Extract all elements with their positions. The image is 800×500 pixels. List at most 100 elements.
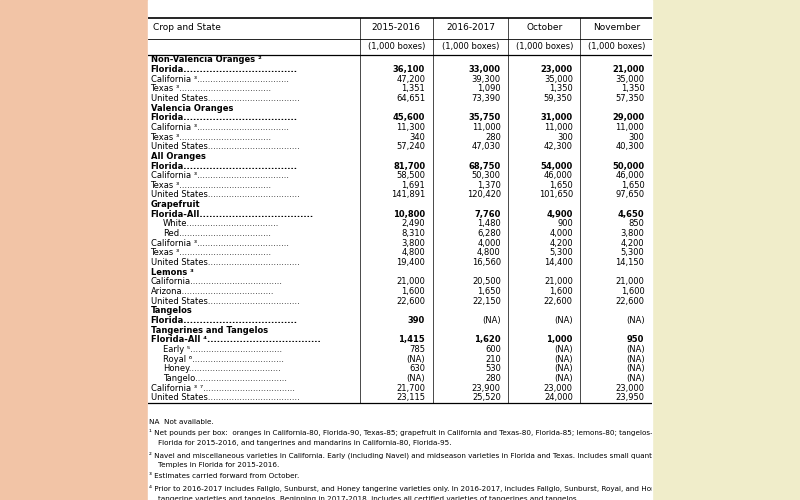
Text: 210: 210 (485, 354, 501, 364)
Text: Florida...................................: Florida.................................… (150, 162, 298, 170)
Text: (NA): (NA) (482, 316, 501, 325)
Text: 5,300: 5,300 (621, 248, 645, 258)
Text: Honey...................................: Honey................................... (163, 364, 281, 373)
Text: 14,150: 14,150 (615, 258, 645, 267)
Text: 1,350: 1,350 (621, 84, 645, 94)
Text: 57,350: 57,350 (615, 94, 645, 103)
Text: 31,000: 31,000 (541, 113, 573, 122)
Text: Florida...................................: Florida.................................… (150, 65, 298, 74)
Text: (1,000 boxes): (1,000 boxes) (367, 42, 425, 51)
Text: 1,370: 1,370 (477, 181, 501, 190)
Text: (NA): (NA) (554, 364, 573, 373)
Text: Red...................................: Red................................... (163, 229, 271, 238)
Text: 2,490: 2,490 (402, 220, 426, 228)
Text: California ³...................................: California ³............................… (150, 123, 289, 132)
Text: United States...................................: United States...........................… (150, 258, 299, 267)
Text: 58,500: 58,500 (396, 171, 426, 180)
Text: (NA): (NA) (554, 316, 573, 325)
Text: 45,600: 45,600 (393, 113, 426, 122)
Text: California ³...................................: California ³............................… (150, 171, 289, 180)
Text: 4,650: 4,650 (618, 210, 645, 219)
Text: 3,800: 3,800 (402, 238, 426, 248)
Text: (NA): (NA) (554, 354, 573, 364)
Text: 42,300: 42,300 (544, 142, 573, 151)
Text: (NA): (NA) (406, 354, 426, 364)
Text: White...................................: White................................... (163, 220, 279, 228)
Text: Texas ³...................................: Texas ³.................................… (150, 132, 272, 141)
Text: 23,115: 23,115 (396, 393, 426, 402)
Text: ¹ Net pounds per box:  oranges in California-80, Florida-90, Texas-85; grapefrui: ¹ Net pounds per box: oranges in Califor… (149, 430, 670, 436)
Text: 1,620: 1,620 (474, 336, 501, 344)
Text: 46,000: 46,000 (544, 171, 573, 180)
Text: Tangerines and Tangelos: Tangerines and Tangelos (150, 326, 268, 334)
Text: 120,420: 120,420 (466, 190, 501, 200)
Text: 54,000: 54,000 (541, 162, 573, 170)
Text: 35,000: 35,000 (615, 74, 645, 84)
Text: 36,100: 36,100 (393, 65, 426, 74)
Text: (NA): (NA) (554, 345, 573, 354)
Text: California ³...................................: California ³............................… (150, 74, 289, 84)
Text: 5,300: 5,300 (549, 248, 573, 258)
Text: 4,900: 4,900 (546, 210, 573, 219)
Text: ⁴ Prior to 2016-2017 includes Fallglo, Sunburst, and Honey tangerine varieties o: ⁴ Prior to 2016-2017 includes Fallglo, S… (149, 484, 664, 492)
Text: 4,000: 4,000 (477, 238, 501, 248)
Text: 7,760: 7,760 (474, 210, 501, 219)
Text: 1,000: 1,000 (546, 336, 573, 344)
Text: 81,700: 81,700 (393, 162, 426, 170)
Text: ² Navel and miscellaneous varieties in California. Early (including Navel) and m: ² Navel and miscellaneous varieties in C… (149, 452, 676, 459)
Text: Crop and State: Crop and State (153, 24, 221, 32)
Text: 20,500: 20,500 (472, 278, 501, 286)
Text: 785: 785 (409, 345, 426, 354)
Bar (652, 0, 800, 500)
Text: United States...................................: United States...........................… (150, 393, 299, 402)
Text: 4,800: 4,800 (477, 248, 501, 258)
Text: 47,030: 47,030 (472, 142, 501, 151)
Text: NA  Not available.: NA Not available. (149, 418, 214, 424)
Text: 21,000: 21,000 (396, 278, 426, 286)
Text: 64,651: 64,651 (396, 94, 426, 103)
Text: 23,000: 23,000 (541, 65, 573, 74)
Text: United States...................................: United States...........................… (150, 296, 299, 306)
Text: 390: 390 (408, 316, 426, 325)
Text: (NA): (NA) (626, 316, 645, 325)
Text: 1,650: 1,650 (477, 287, 501, 296)
Text: 11,300: 11,300 (396, 123, 426, 132)
Text: 22,150: 22,150 (472, 296, 501, 306)
Text: ³ Estimates carried forward from October.: ³ Estimates carried forward from October… (149, 474, 299, 480)
Text: 280: 280 (485, 374, 501, 383)
Text: 2016-2017: 2016-2017 (446, 24, 495, 32)
Text: 25,520: 25,520 (472, 393, 501, 402)
Text: (NA): (NA) (406, 374, 426, 383)
Text: 23,900: 23,900 (472, 384, 501, 392)
Text: All Oranges: All Oranges (150, 152, 206, 161)
Text: (1,000 boxes): (1,000 boxes) (516, 42, 573, 51)
Text: (1,000 boxes): (1,000 boxes) (442, 42, 499, 51)
Text: Texas ³...................................: Texas ³.................................… (150, 248, 272, 258)
Text: 1,650: 1,650 (621, 181, 645, 190)
Text: November: November (593, 24, 640, 32)
Text: 29,000: 29,000 (612, 113, 645, 122)
Text: 16,560: 16,560 (472, 258, 501, 267)
Text: Tangelo...................................: Tangelo.................................… (163, 374, 287, 383)
Text: 23,950: 23,950 (615, 393, 645, 402)
Text: 11,000: 11,000 (615, 123, 645, 132)
Text: United States...................................: United States...........................… (150, 142, 299, 151)
Text: 4,200: 4,200 (621, 238, 645, 248)
Text: 46,000: 46,000 (615, 171, 645, 180)
Text: (NA): (NA) (626, 364, 645, 373)
Text: 850: 850 (629, 220, 645, 228)
Text: California ³ ⁷...................................: California ³ ⁷..........................… (150, 384, 294, 392)
Text: (NA): (NA) (626, 345, 645, 354)
Text: 21,000: 21,000 (612, 65, 645, 74)
Text: Arizona...................................: Arizona.................................… (150, 287, 274, 296)
Text: Florida-All...................................: Florida-All.............................… (150, 210, 314, 219)
Text: 1,650: 1,650 (549, 181, 573, 190)
Text: Non-Valencia Oranges ²: Non-Valencia Oranges ² (150, 56, 262, 64)
Text: tangerine varieties and tangelos. Beginning in 2017-2018, includes all certified: tangerine varieties and tangelos. Beginn… (149, 496, 579, 500)
Text: 10,800: 10,800 (393, 210, 426, 219)
Text: United States...................................: United States...........................… (150, 94, 299, 103)
Text: 19,400: 19,400 (396, 258, 426, 267)
Text: 8,310: 8,310 (402, 229, 426, 238)
Text: Valencia Oranges: Valencia Oranges (150, 104, 233, 112)
Text: 340: 340 (410, 132, 426, 141)
